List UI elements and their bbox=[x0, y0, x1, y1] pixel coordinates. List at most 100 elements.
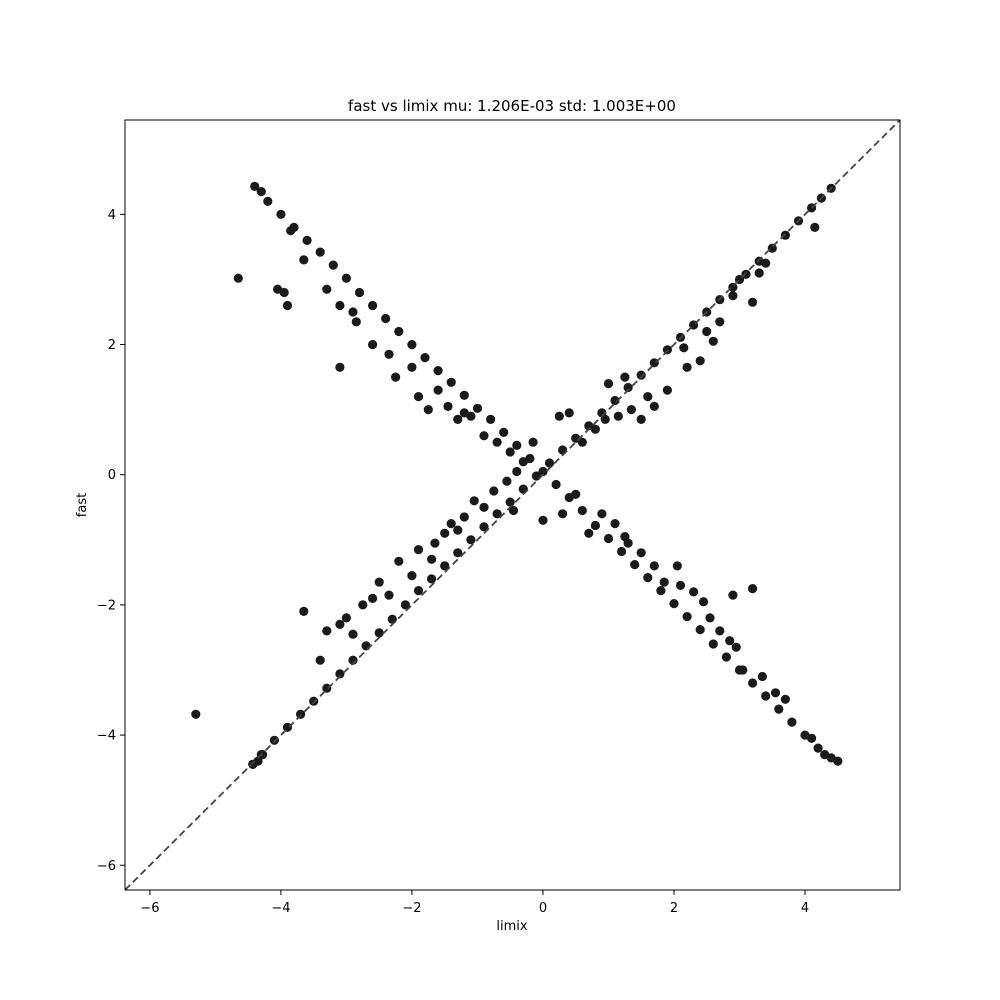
scatter-point bbox=[459, 390, 469, 400]
x-tick-label: −4 bbox=[271, 901, 290, 916]
scatter-point bbox=[299, 255, 309, 265]
scatter-point bbox=[649, 358, 659, 368]
scatter-point bbox=[708, 336, 718, 346]
scatter-point bbox=[813, 743, 823, 753]
identity-reference-line bbox=[124, 119, 901, 891]
scatter-point bbox=[630, 560, 640, 570]
scatter-point bbox=[761, 691, 771, 701]
scatter-point bbox=[374, 628, 384, 638]
scatter-point bbox=[603, 379, 614, 389]
scatter-point bbox=[741, 269, 751, 279]
scatter-point bbox=[728, 590, 738, 600]
scatter-point bbox=[757, 671, 768, 682]
scatter-point bbox=[597, 509, 607, 519]
scatter-point bbox=[584, 528, 594, 538]
scatter-point bbox=[715, 317, 725, 327]
scatter-point bbox=[512, 440, 522, 450]
scatter-point bbox=[528, 437, 538, 447]
scatter-point bbox=[554, 411, 564, 421]
scatter-point bbox=[427, 574, 437, 584]
scatter-point bbox=[675, 580, 686, 591]
scatter-point bbox=[459, 408, 469, 418]
scatter-point bbox=[715, 626, 725, 636]
scatter-point bbox=[695, 625, 705, 635]
scatter-point bbox=[544, 458, 555, 468]
scatter-point bbox=[649, 561, 659, 571]
scatter-point bbox=[381, 313, 391, 324]
scatter-point bbox=[315, 655, 325, 665]
scatter-point bbox=[433, 385, 443, 395]
scatter-point bbox=[286, 226, 296, 236]
scatter-point bbox=[459, 512, 469, 522]
scatter-point bbox=[469, 496, 479, 506]
scatter-point bbox=[590, 520, 601, 531]
scatter-point bbox=[384, 349, 394, 359]
scatter-point bbox=[636, 414, 646, 424]
scatter-point bbox=[322, 284, 332, 294]
scatter-point bbox=[512, 466, 522, 477]
scatter-point bbox=[636, 548, 646, 558]
scatter-point bbox=[518, 457, 528, 467]
scatter-point bbox=[502, 476, 512, 486]
scatter-point bbox=[748, 584, 758, 594]
scatter-point bbox=[754, 268, 764, 278]
scatter-point bbox=[446, 519, 456, 529]
scatter-point bbox=[453, 525, 463, 535]
scatter-point bbox=[427, 554, 437, 564]
scatter-point bbox=[250, 181, 260, 191]
scatter-point bbox=[499, 427, 509, 437]
scatter-point bbox=[810, 222, 820, 232]
scatter-point bbox=[623, 382, 633, 393]
scatter-point bbox=[400, 600, 410, 610]
scatter-point bbox=[626, 405, 637, 415]
scatter-point bbox=[322, 626, 332, 636]
scatter-point bbox=[610, 395, 620, 406]
scatter-point bbox=[705, 613, 715, 623]
scatter-point bbox=[315, 247, 325, 257]
y-tick-label: 4 bbox=[108, 208, 116, 223]
scatter-point bbox=[420, 353, 430, 363]
scatter-point bbox=[577, 437, 587, 447]
scatter-point bbox=[453, 414, 463, 424]
scatter-point bbox=[302, 235, 312, 245]
scatter-point bbox=[770, 688, 781, 698]
scatter-point bbox=[721, 652, 732, 662]
scatter-point bbox=[620, 532, 630, 542]
scatter-point bbox=[662, 345, 673, 355]
scatter-point bbox=[698, 597, 709, 607]
scatter-point bbox=[384, 590, 394, 600]
scatter-point bbox=[309, 696, 319, 706]
scatter-point bbox=[748, 678, 758, 688]
scatter-point bbox=[731, 642, 741, 652]
scatter-point bbox=[335, 619, 345, 630]
scatter-point bbox=[351, 317, 361, 327]
scatter-point bbox=[407, 362, 417, 372]
scatter-point bbox=[600, 414, 610, 424]
scatter-point bbox=[276, 209, 286, 219]
scatter-point bbox=[649, 401, 659, 411]
scatter-point bbox=[348, 307, 358, 317]
scatter-point bbox=[453, 548, 463, 558]
scatter-point bbox=[603, 533, 614, 544]
scatter-point bbox=[662, 385, 673, 395]
scatter-point bbox=[299, 606, 309, 617]
x-tick-label: −2 bbox=[402, 901, 421, 916]
scatter-point bbox=[787, 717, 797, 727]
scatter-point bbox=[620, 372, 630, 382]
scatter-point bbox=[256, 187, 266, 197]
scatter-point bbox=[780, 230, 791, 240]
scatter-point bbox=[659, 577, 669, 587]
scatter-point bbox=[335, 300, 345, 311]
scatter-point bbox=[672, 561, 682, 571]
scatter-point bbox=[748, 297, 758, 307]
x-tick-label: 4 bbox=[801, 901, 809, 916]
x-axis-title: limix bbox=[496, 919, 527, 934]
scatter-point bbox=[551, 479, 561, 490]
y-tick-label: −2 bbox=[97, 598, 116, 613]
scatter-point bbox=[443, 401, 453, 411]
x-tick-label: 2 bbox=[670, 901, 678, 916]
scatter-point bbox=[433, 366, 443, 376]
scatter-point bbox=[413, 586, 424, 596]
x-tick-label: 0 bbox=[539, 901, 547, 916]
